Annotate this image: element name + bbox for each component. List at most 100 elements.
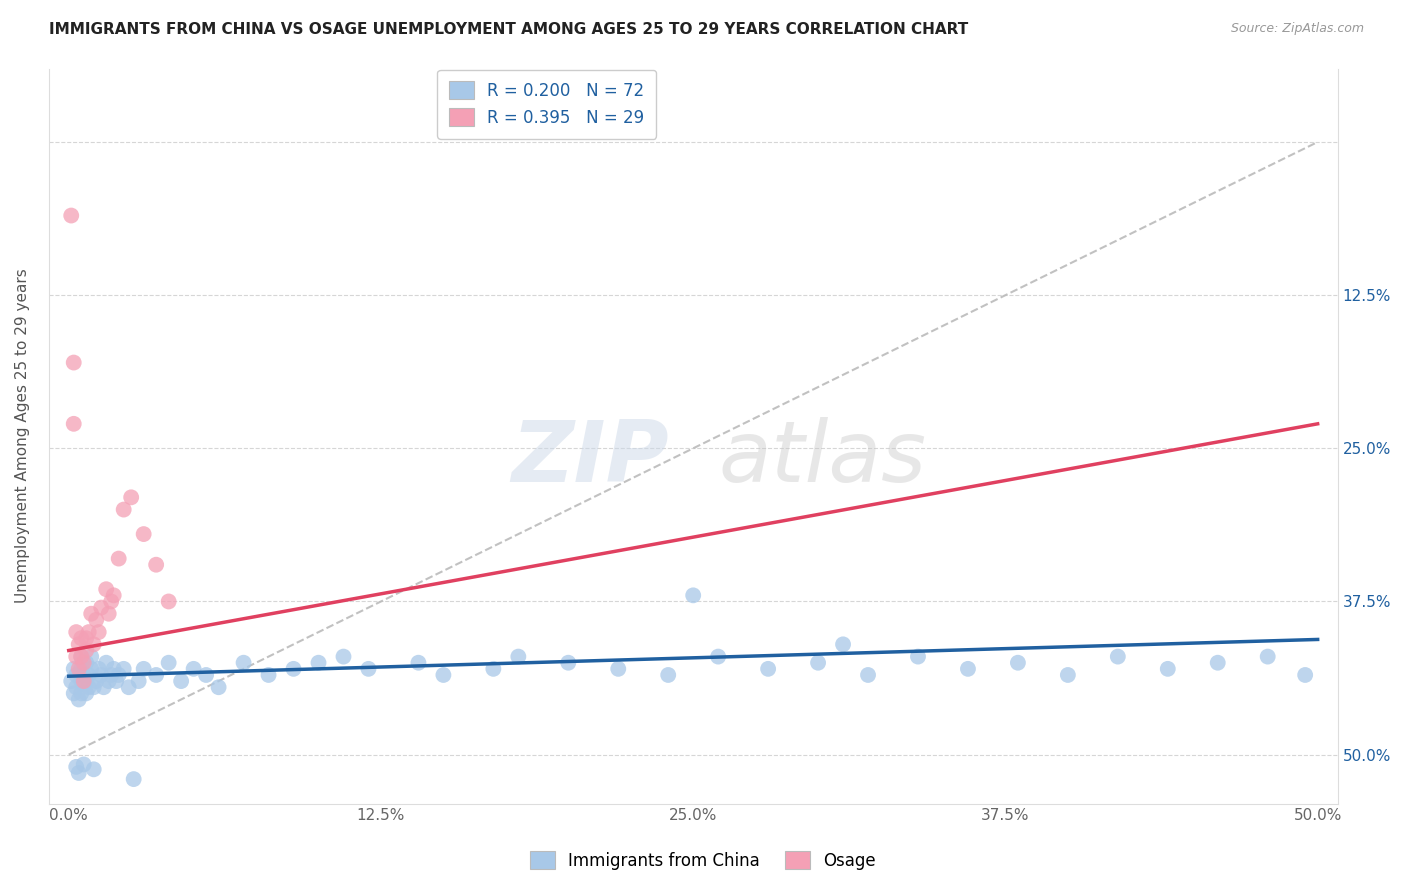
Point — [90, 600, 112, 615]
Point — [103, 662, 125, 676]
Point — [73, 757, 96, 772]
Point — [65, 680, 87, 694]
Point — [557, 656, 579, 670]
Point — [83, 680, 105, 694]
Point — [157, 594, 180, 608]
Point — [62, 686, 84, 700]
Point — [62, 355, 84, 369]
Point — [97, 674, 120, 689]
Point — [60, 209, 83, 223]
Text: ZIP: ZIP — [512, 417, 669, 500]
Point — [77, 680, 100, 694]
Point — [856, 668, 879, 682]
Point — [70, 674, 93, 689]
Point — [195, 668, 218, 682]
Point — [96, 656, 118, 670]
Point — [62, 662, 84, 676]
Point — [97, 607, 120, 621]
Legend: Immigrants from China, Osage: Immigrants from China, Osage — [523, 845, 883, 877]
Point — [112, 502, 135, 516]
Point — [1206, 656, 1229, 670]
Point — [84, 613, 107, 627]
Point — [118, 680, 141, 694]
Point — [80, 662, 103, 676]
Point — [96, 582, 118, 597]
Point — [432, 668, 454, 682]
Point — [107, 551, 129, 566]
Point — [956, 662, 979, 676]
Text: Source: ZipAtlas.com: Source: ZipAtlas.com — [1230, 22, 1364, 36]
Point — [907, 649, 929, 664]
Point — [508, 649, 530, 664]
Point — [157, 656, 180, 670]
Point — [128, 674, 150, 689]
Point — [77, 625, 100, 640]
Point — [1157, 662, 1180, 676]
Legend: R = 0.200   N = 72, R = 0.395   N = 29: R = 0.200 N = 72, R = 0.395 N = 29 — [437, 70, 657, 138]
Text: atlas: atlas — [718, 417, 927, 500]
Point — [67, 662, 90, 676]
Point — [75, 631, 97, 645]
Point — [112, 662, 135, 676]
Point — [145, 668, 167, 682]
Point — [657, 668, 679, 682]
Point — [93, 680, 115, 694]
Point — [84, 674, 107, 689]
Point — [756, 662, 779, 676]
Point — [87, 662, 110, 676]
Point — [100, 668, 122, 682]
Point — [408, 656, 430, 670]
Point — [67, 637, 90, 651]
Point — [1057, 668, 1080, 682]
Point — [707, 649, 730, 664]
Point — [170, 674, 193, 689]
Point — [332, 649, 354, 664]
Point — [87, 625, 110, 640]
Point — [682, 588, 704, 602]
Point — [145, 558, 167, 572]
Point — [122, 772, 145, 786]
Point — [70, 662, 93, 676]
Point — [100, 594, 122, 608]
Point — [80, 607, 103, 621]
Point — [105, 674, 128, 689]
Point — [1294, 668, 1316, 682]
Point — [65, 625, 87, 640]
Point — [75, 643, 97, 657]
Text: IMMIGRANTS FROM CHINA VS OSAGE UNEMPLOYMENT AMONG AGES 25 TO 29 YEARS CORRELATIO: IMMIGRANTS FROM CHINA VS OSAGE UNEMPLOYM… — [49, 22, 969, 37]
Point — [120, 491, 142, 505]
Point — [807, 656, 830, 670]
Y-axis label: Unemployment Among Ages 25 to 29 years: Unemployment Among Ages 25 to 29 years — [15, 268, 30, 604]
Point — [1007, 656, 1029, 670]
Point — [73, 674, 96, 689]
Point — [183, 662, 205, 676]
Point — [73, 668, 96, 682]
Point — [308, 656, 330, 670]
Point — [73, 656, 96, 670]
Point — [75, 674, 97, 689]
Point — [65, 668, 87, 682]
Point — [283, 662, 305, 676]
Point — [62, 417, 84, 431]
Point — [482, 662, 505, 676]
Point — [70, 631, 93, 645]
Point — [77, 668, 100, 682]
Point — [67, 766, 90, 780]
Point — [832, 637, 855, 651]
Point — [1257, 649, 1279, 664]
Point — [1107, 649, 1129, 664]
Point — [207, 680, 229, 694]
Point — [103, 588, 125, 602]
Point — [83, 762, 105, 776]
Point — [60, 674, 83, 689]
Point — [357, 662, 380, 676]
Point — [90, 668, 112, 682]
Point — [70, 649, 93, 664]
Point — [70, 649, 93, 664]
Point — [232, 656, 254, 670]
Point — [80, 649, 103, 664]
Point — [83, 637, 105, 651]
Point — [75, 656, 97, 670]
Point — [107, 668, 129, 682]
Point — [65, 649, 87, 664]
